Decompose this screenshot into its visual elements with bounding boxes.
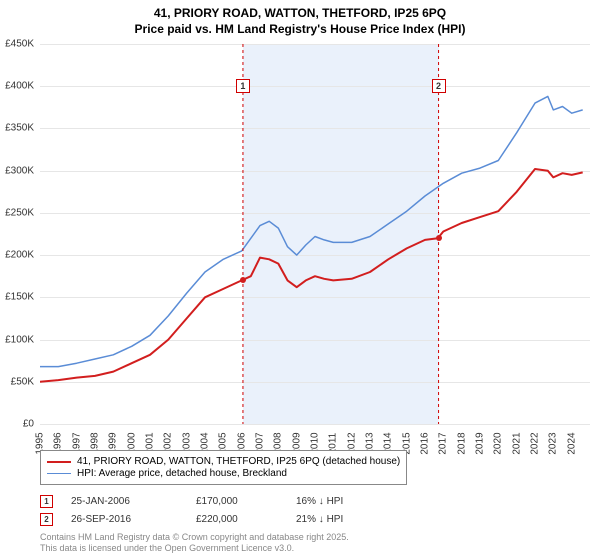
chart-container: 41, PRIORY ROAD, WATTON, THETFORD, IP25 … — [0, 0, 600, 560]
y-tick-label: £350K — [0, 123, 34, 134]
attribution: Contains HM Land Registry data © Crown c… — [40, 532, 349, 554]
legend-label: 41, PRIORY ROAD, WATTON, THETFORD, IP25 … — [77, 456, 400, 467]
sale-row-marker: 1 — [40, 495, 53, 508]
y-tick-label: £250K — [0, 207, 34, 218]
sales-table: 1 25-JAN-2006£170,00016% ↓ HPI 2 26-SEP-201… — [40, 494, 416, 530]
plot-area: £0£50K£100K£150K£200K£250K£300K£350K£400… — [40, 44, 590, 424]
sale-dot — [240, 277, 246, 283]
series-svg — [40, 44, 590, 424]
sale-diff: 16% ↓ HPI — [296, 496, 416, 507]
sale-dot — [436, 235, 442, 241]
series-line — [40, 96, 583, 366]
x-tick-label: 2019 — [475, 432, 486, 454]
sale-marker-box: 2 — [432, 79, 446, 93]
x-tick-label: 2020 — [493, 432, 504, 454]
title-line-2: Price paid vs. HM Land Registry's House … — [0, 22, 600, 38]
legend-item: 41, PRIORY ROAD, WATTON, THETFORD, IP25 … — [47, 456, 400, 467]
sale-price: £220,000 — [196, 514, 296, 525]
y-tick-label: £150K — [0, 292, 34, 303]
y-tick-label: £100K — [0, 334, 34, 345]
chart-title: 41, PRIORY ROAD, WATTON, THETFORD, IP25 … — [0, 0, 600, 37]
x-tick-label: 2018 — [456, 432, 467, 454]
gridline — [40, 424, 590, 425]
attribution-line-2: This data is licensed under the Open Gov… — [40, 543, 349, 554]
x-tick-label: 2021 — [511, 432, 522, 454]
y-tick-label: £50K — [0, 376, 34, 387]
sale-diff: 21% ↓ HPI — [296, 514, 416, 525]
x-tick-label: 2016 — [420, 432, 431, 454]
legend-item: HPI: Average price, detached house, Brec… — [47, 468, 400, 479]
legend: 41, PRIORY ROAD, WATTON, THETFORD, IP25 … — [40, 450, 407, 485]
sale-price: £170,000 — [196, 496, 296, 507]
y-tick-label: £450K — [0, 39, 34, 50]
title-line-1: 41, PRIORY ROAD, WATTON, THETFORD, IP25 … — [0, 6, 600, 22]
x-tick-label: 2022 — [530, 432, 541, 454]
legend-label: HPI: Average price, detached house, Brec… — [77, 468, 287, 479]
sale-row: 1 25-JAN-2006£170,00016% ↓ HPI — [40, 494, 416, 508]
series-line — [40, 169, 583, 382]
y-tick-label: £0 — [0, 419, 34, 430]
x-tick-label: 2024 — [566, 432, 577, 454]
y-tick-label: £400K — [0, 81, 34, 92]
sale-date: 26-SEP-2016 — [71, 514, 196, 525]
sale-row: 2 26-SEP-2016£220,00021% ↓ HPI — [40, 512, 416, 526]
sale-row-marker: 2 — [40, 513, 53, 526]
legend-swatch — [47, 473, 71, 475]
sale-marker-box: 1 — [236, 79, 250, 93]
attribution-line-1: Contains HM Land Registry data © Crown c… — [40, 532, 349, 543]
sale-date: 25-JAN-2006 — [71, 496, 196, 507]
legend-swatch — [47, 461, 71, 463]
y-tick-label: £200K — [0, 250, 34, 261]
x-tick-label: 2023 — [548, 432, 559, 454]
y-tick-label: £300K — [0, 165, 34, 176]
x-tick-label: 2017 — [438, 432, 449, 454]
